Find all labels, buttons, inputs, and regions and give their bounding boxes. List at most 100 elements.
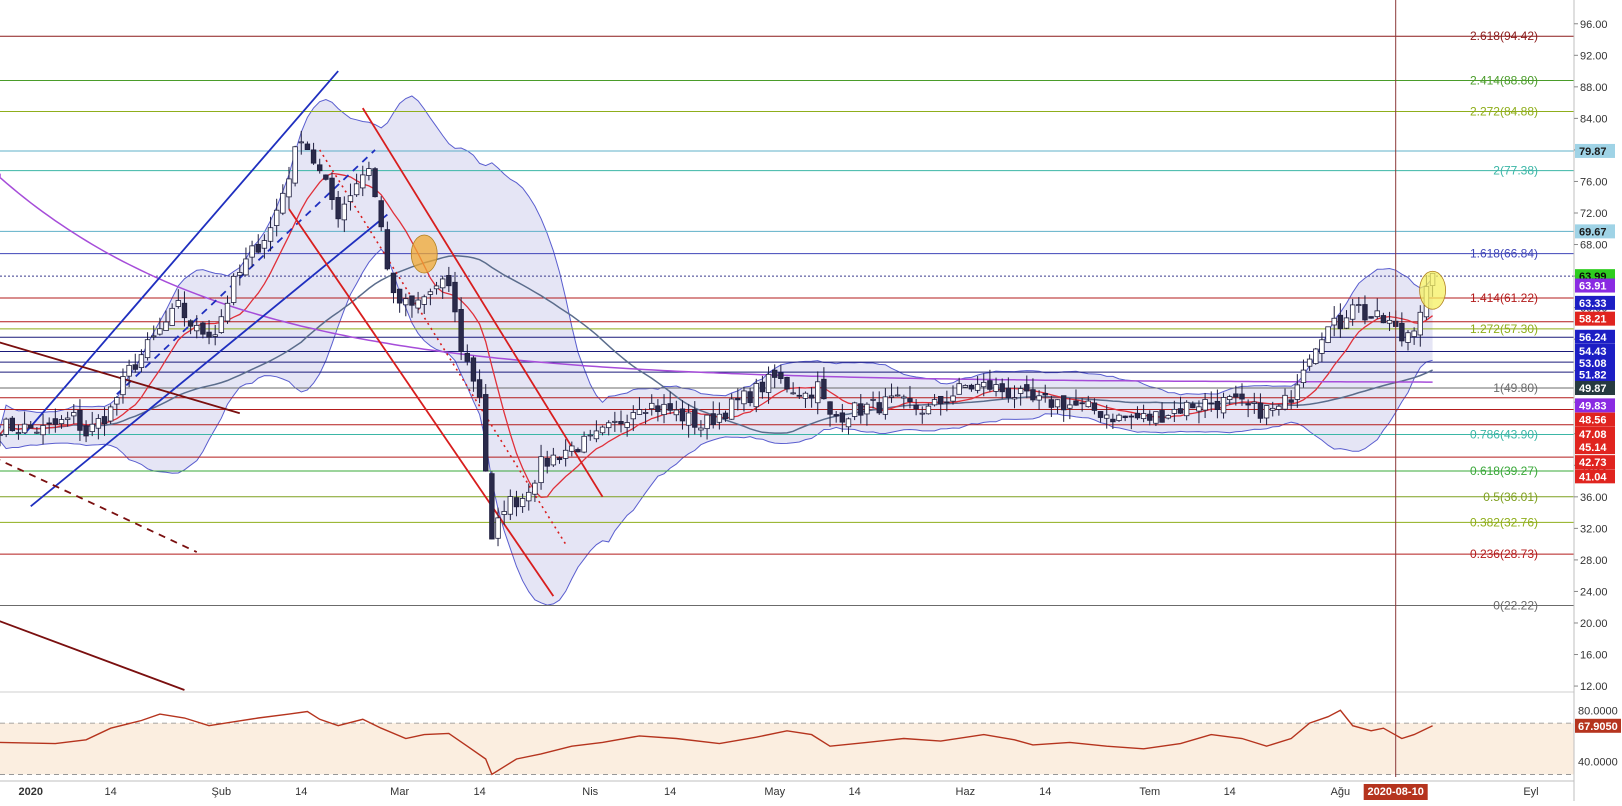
price-tick-label: 68.00 xyxy=(1580,240,1608,252)
candle-body xyxy=(175,300,182,307)
oscillator-tick-label: 40.0000 xyxy=(1578,757,1618,769)
candle-body xyxy=(772,369,778,378)
candle-body xyxy=(83,425,89,437)
candle-body xyxy=(569,445,575,452)
candle-body xyxy=(753,383,759,408)
candle-body xyxy=(483,394,489,472)
candle-body xyxy=(778,372,784,380)
candle-body xyxy=(987,380,993,390)
candle-body xyxy=(1331,317,1337,326)
oscillator-line xyxy=(0,709,1433,776)
candle-body xyxy=(1343,317,1350,329)
candle-body xyxy=(1374,310,1380,318)
candle-body xyxy=(593,430,600,440)
candle-body xyxy=(421,296,427,305)
price-badge-label: 47.08 xyxy=(1579,429,1607,441)
candle-body xyxy=(181,302,188,319)
price-badge-label: 45.14 xyxy=(1579,442,1607,454)
trend-line xyxy=(23,70,339,435)
candle-body xyxy=(1380,315,1387,324)
price-tick-label: 92.00 xyxy=(1580,50,1608,62)
price-tick-label: 72.00 xyxy=(1580,208,1608,220)
candle-body xyxy=(716,413,723,423)
candle-body xyxy=(1116,414,1122,421)
candle-body xyxy=(679,408,686,422)
candle-body xyxy=(144,339,151,359)
candle-body xyxy=(280,192,286,214)
trend-lines xyxy=(0,70,604,691)
candle-body xyxy=(931,399,938,406)
time-tick-label: 14 xyxy=(105,786,117,798)
candle-body xyxy=(224,302,231,322)
price-tick-label: 12.00 xyxy=(1580,681,1608,693)
sma-slow-line xyxy=(0,173,1433,383)
candle-body xyxy=(1270,407,1276,411)
candle-body xyxy=(1233,393,1239,398)
candle-body xyxy=(1251,401,1257,404)
candle-body xyxy=(458,309,464,352)
candle-body xyxy=(15,432,22,434)
candle-body xyxy=(1067,404,1073,409)
candle-body xyxy=(1171,408,1178,414)
candle-body xyxy=(938,395,944,405)
candle-body xyxy=(298,141,304,144)
candle-body xyxy=(409,295,415,306)
fib-level-label: 2.414(88.80) xyxy=(1470,74,1538,88)
candle-body xyxy=(1140,413,1147,420)
candle-body xyxy=(802,392,809,399)
price-badge xyxy=(1575,455,1615,470)
trend-line xyxy=(361,107,604,498)
bollinger-upper xyxy=(0,95,1433,429)
candle-body xyxy=(925,405,932,415)
candle-body xyxy=(538,456,544,484)
candle-body xyxy=(851,402,858,417)
fib-level-label: 2(77.38) xyxy=(1493,164,1538,178)
candle-body xyxy=(894,394,901,397)
candle-body xyxy=(722,412,729,420)
candle-body xyxy=(833,414,839,417)
candle-body xyxy=(1220,397,1227,414)
time-tick-label: 14 xyxy=(295,786,307,798)
candle-body xyxy=(476,379,483,398)
time-tick-label: Ağu xyxy=(1331,786,1351,798)
candle-body xyxy=(864,403,870,415)
price-badge-label: 54.43 xyxy=(1579,346,1607,358)
candle-body xyxy=(1368,316,1374,319)
candle-body xyxy=(1214,400,1221,410)
candle-body xyxy=(532,482,538,495)
candle-body xyxy=(735,397,741,401)
fib-level-label: 1(49.80) xyxy=(1493,381,1538,395)
candle-body xyxy=(575,449,581,453)
candle-body xyxy=(446,275,452,287)
candle-body xyxy=(237,272,243,276)
time-tick-label: 14 xyxy=(1224,786,1236,798)
fib-labels: 2.618(94.42) 2.414(88.80) 2.272(84.88) 2(77… xyxy=(1470,29,1538,612)
candle-body xyxy=(821,378,827,400)
candle-body xyxy=(815,381,821,404)
price-tick-label: 28.00 xyxy=(1580,555,1608,567)
price-badge-label: 51.82 xyxy=(1579,370,1607,382)
candle-body xyxy=(1165,415,1171,419)
fib-level-label: 0.5(36.01) xyxy=(1483,490,1538,504)
candle-body xyxy=(624,422,630,428)
candle-body xyxy=(1190,403,1196,409)
candle-body xyxy=(71,412,77,417)
price-badge xyxy=(1575,426,1615,441)
candle-body xyxy=(273,209,280,226)
candle-body xyxy=(126,364,132,377)
price-badge-label: 49.87 xyxy=(1579,383,1607,395)
highlight-ellipse xyxy=(410,234,438,274)
candle-body xyxy=(1030,389,1036,401)
candle-body xyxy=(882,396,889,415)
price-badge xyxy=(1575,381,1615,396)
candle-body xyxy=(1104,414,1110,419)
candle-body xyxy=(1386,319,1393,324)
candle-body xyxy=(317,164,323,172)
candle-body xyxy=(286,178,292,198)
candle-body xyxy=(0,434,3,436)
candle-body xyxy=(1183,401,1190,417)
candle-body xyxy=(1134,412,1141,419)
price-badge xyxy=(1575,143,1615,158)
price-badge-label: 63.91 xyxy=(1579,281,1607,293)
candle-body xyxy=(710,413,716,426)
